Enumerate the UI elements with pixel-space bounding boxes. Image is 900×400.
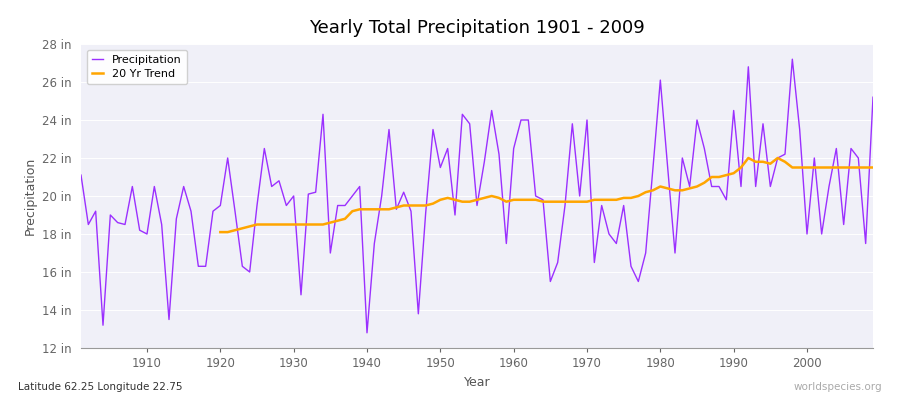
20 Yr Trend (215, 230, 226, 234)
Precipitation (134, 228, 145, 232)
Precipitation (76, 173, 86, 178)
20 Yr Trend (413, 203, 424, 208)
Precipitation (508, 146, 519, 151)
Precipitation (787, 57, 797, 62)
Line: Precipitation: Precipitation (81, 59, 873, 333)
20 Yr Trend (868, 165, 878, 170)
Legend: Precipitation, 20 Yr Trend: Precipitation, 20 Yr Trend (86, 50, 187, 84)
X-axis label: Year: Year (464, 376, 490, 388)
Precipitation (362, 330, 373, 335)
Precipitation (516, 118, 526, 122)
Text: worldspecies.org: worldspecies.org (794, 382, 882, 392)
Precipitation (295, 292, 306, 297)
Y-axis label: Precipitation: Precipitation (23, 157, 37, 235)
Precipitation (339, 203, 350, 208)
20 Yr Trend (765, 161, 776, 166)
Precipitation (868, 95, 878, 100)
Title: Yearly Total Precipitation 1901 - 2009: Yearly Total Precipitation 1901 - 2009 (309, 19, 645, 37)
20 Yr Trend (742, 156, 753, 160)
20 Yr Trend (303, 222, 314, 227)
20 Yr Trend (670, 188, 680, 193)
Line: 20 Yr Trend: 20 Yr Trend (220, 158, 873, 232)
Precipitation (604, 232, 615, 236)
Text: Latitude 62.25 Longitude 22.75: Latitude 62.25 Longitude 22.75 (18, 382, 183, 392)
20 Yr Trend (846, 165, 857, 170)
20 Yr Trend (779, 159, 790, 164)
